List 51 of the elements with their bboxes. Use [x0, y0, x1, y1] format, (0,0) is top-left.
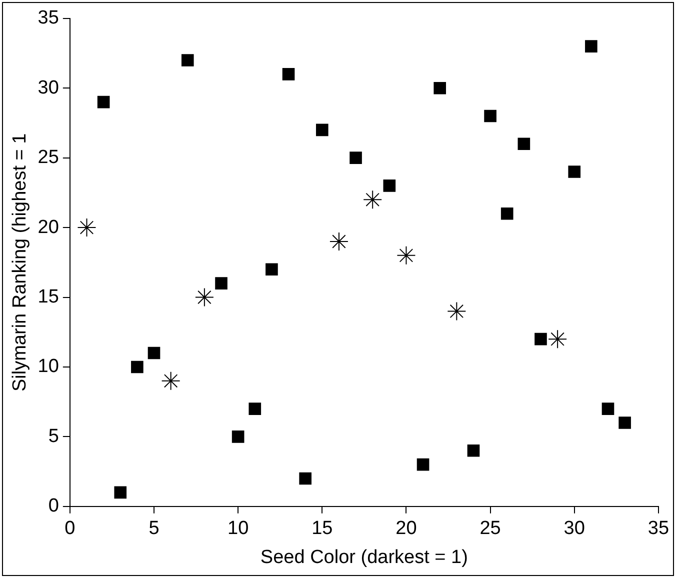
point [194, 288, 214, 307]
point [114, 486, 127, 499]
point [148, 346, 160, 360]
point [548, 330, 568, 349]
point [97, 96, 110, 108]
point [602, 402, 614, 415]
point [363, 190, 382, 210]
point [131, 360, 144, 374]
point [215, 277, 228, 290]
point [282, 68, 295, 80]
x-tick-label: 5 [148, 518, 160, 540]
point [618, 416, 631, 429]
x-tick-label: 10 [228, 518, 249, 540]
x-axis-title: Seed Color (darkest = 1) [260, 546, 468, 568]
point [568, 166, 581, 178]
y-tick-label: 0 [48, 496, 59, 517]
y-axis-title: Silymarin Ranking (highest = 1 [10, 133, 31, 392]
point [447, 302, 466, 321]
y-tick-label: 20 [38, 216, 59, 238]
point [467, 444, 480, 457]
x-tick-label: 25 [480, 518, 501, 540]
point [181, 54, 194, 66]
point [534, 332, 547, 346]
point [77, 218, 96, 238]
y-tick-label: 10 [38, 356, 59, 378]
point [396, 246, 416, 265]
point [585, 40, 598, 52]
point [416, 458, 430, 471]
y-tick-label: 15 [38, 286, 59, 308]
point [232, 430, 244, 443]
point [500, 207, 514, 220]
point [518, 138, 530, 150]
point [248, 402, 262, 415]
y-tick-label: 25 [38, 147, 59, 168]
y-tick-label: 35 [38, 8, 59, 29]
point [266, 263, 278, 276]
x-tick-label: 0 [64, 518, 76, 540]
point [329, 232, 348, 251]
point [299, 472, 312, 485]
x-tick-label: 35 [648, 518, 670, 540]
x-tick-label: 30 [564, 518, 585, 540]
point [350, 152, 362, 164]
x-tick-label: 20 [396, 518, 417, 540]
point [316, 124, 328, 136]
point [484, 110, 496, 122]
y-tick-label: 5 [48, 426, 59, 447]
x-tick-label: 15 [312, 518, 333, 540]
point [383, 180, 396, 192]
y-tick-label: 30 [38, 77, 59, 98]
point [161, 371, 180, 390]
point [434, 82, 446, 94]
